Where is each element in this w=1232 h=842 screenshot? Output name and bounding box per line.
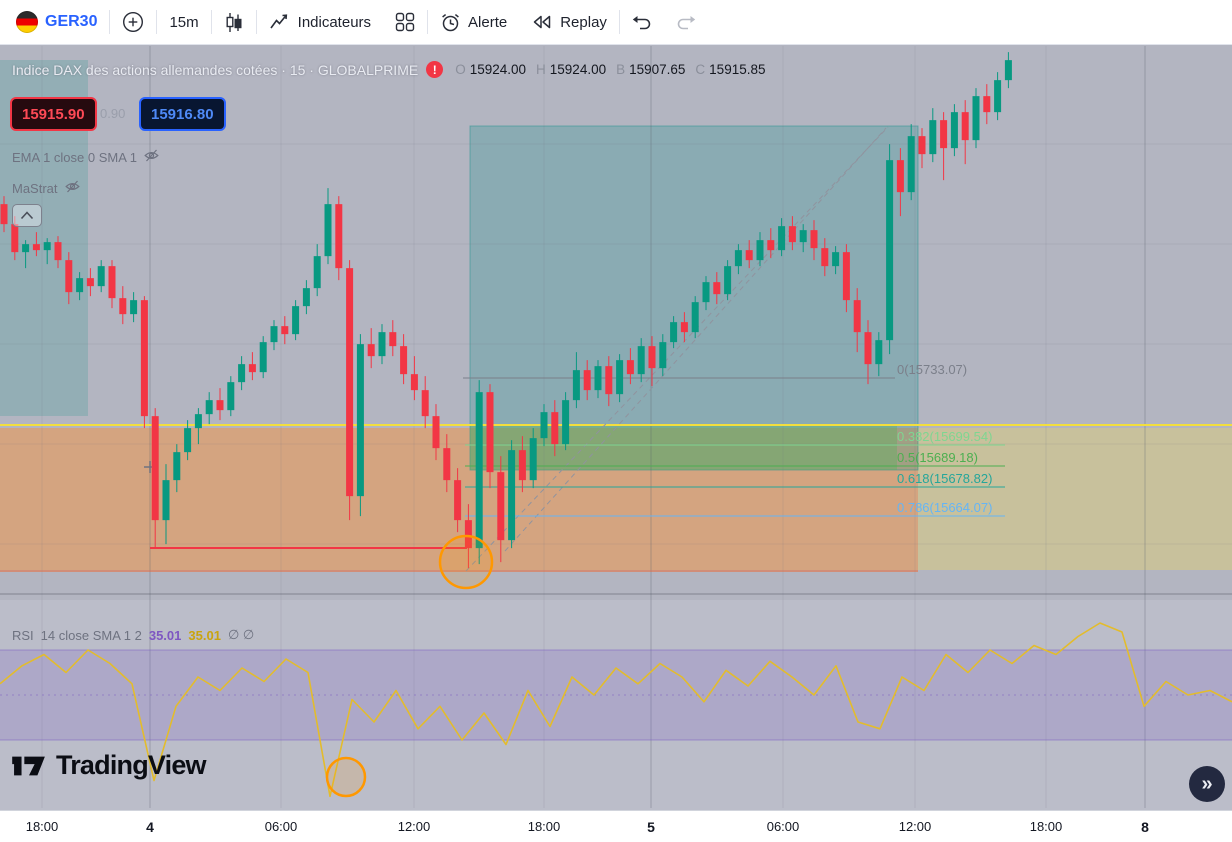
time-label: 18:00	[25, 819, 59, 834]
indicators-button[interactable]: Indicateurs	[257, 0, 383, 44]
price-and-rsi-chart[interactable]: 0(15733.07) 0.382(15699.54) 0.5(15689.18) 0…	[0, 45, 1232, 810]
partial-change-value: 0.90	[100, 106, 126, 121]
indicators-label: Indicateurs	[297, 13, 372, 31]
replay-button[interactable]: Replay	[519, 0, 619, 44]
time-label: 06:00	[264, 819, 298, 834]
undo-arrow-icon	[632, 13, 652, 31]
high-value: 15924.00	[549, 62, 607, 77]
scroll-right-button[interactable]: »	[1189, 766, 1225, 802]
rsi-params: 14 close SMA 1 2	[40, 627, 142, 643]
grid-icon	[395, 12, 415, 32]
fib-label: 0.618(15678.82)	[897, 471, 992, 486]
low-label: B	[616, 62, 626, 77]
rsi-title: RSI	[12, 627, 34, 643]
collapse-legend-button[interactable]	[12, 204, 42, 227]
candlesticks	[0, 52, 1012, 569]
candlestick-style-icon	[224, 12, 244, 33]
time-label: 12:00	[397, 819, 431, 834]
time-label: 18:00	[527, 819, 561, 834]
rsi-empty-values: ∅ ∅	[227, 627, 255, 642]
highlight-circle[interactable]	[325, 756, 367, 798]
compare-add-button[interactable]	[110, 0, 156, 44]
buy-price-button[interactable]: 15916.80	[139, 97, 226, 131]
ema-indicator-row[interactable]: EMA 1 close 0 SMA 1	[12, 149, 159, 165]
toolbar-separator	[618, 10, 620, 34]
high-label: H	[536, 62, 546, 77]
tradingview-watermark[interactable]: TradingView	[10, 750, 207, 781]
fib-label: 0.786(15664.07)	[897, 500, 992, 515]
time-label: 12:00	[898, 819, 932, 834]
chart-area[interactable]: 0(15733.07) 0.382(15699.54) 0.5(15689.18) 0…	[0, 45, 1232, 810]
time-label: 5	[647, 819, 655, 835]
sell-price-button[interactable]: 15915.90	[10, 97, 97, 131]
fib-label: 0(15733.07)	[897, 362, 967, 377]
toolbar-separator	[255, 10, 257, 34]
time-label: 18:00	[1029, 819, 1063, 834]
zone-teal-box[interactable]	[469, 125, 919, 471]
time-label: 06:00	[766, 819, 800, 834]
alert-badge-icon: !	[426, 61, 444, 78]
rsi-pane-bg	[0, 600, 1232, 810]
time-label: 8	[1141, 819, 1149, 835]
line-trend-dashed-1[interactable]	[465, 126, 889, 572]
replay-label: Replay	[560, 13, 607, 31]
ema-indicator-label: EMA 1 close 0 SMA 1	[12, 149, 138, 165]
toolbar-separator	[427, 10, 429, 34]
rsi-legend-row[interactable]: RSI 14 close SMA 1 2 35.01 35.01 ∅ ∅	[12, 627, 254, 643]
chevron-up-icon	[20, 211, 34, 220]
chart-style-button[interactable]	[212, 0, 256, 44]
zone-yellow-band[interactable]	[0, 428, 1232, 570]
eye-off-icon[interactable]	[64, 180, 80, 196]
chart-legend[interactable]: Indice DAX des actions allemandes cotées…	[12, 61, 771, 78]
fib-label: 0.5(15689.18)	[897, 450, 978, 465]
toolbar-separator	[109, 10, 111, 34]
line-trend-dashed-2[interactable]	[504, 127, 887, 552]
alarm-clock-icon	[440, 12, 461, 33]
rsi-value-yellow: 35.01	[188, 627, 221, 643]
redo-button[interactable]	[664, 0, 708, 44]
open-label: O	[455, 62, 466, 77]
eye-off-icon[interactable]	[144, 149, 159, 165]
time-label: 4	[146, 819, 154, 835]
highlight-circle[interactable]	[438, 534, 494, 590]
strategy-indicator-row[interactable]: MaStrat	[12, 180, 80, 196]
toolbar-separator	[156, 10, 158, 34]
strategy-indicator-label: MaStrat	[12, 180, 58, 196]
time-axis[interactable]: 18:00 4 06:00 12:00 18:00 5 06:00 12:00 18:00 8	[0, 810, 1232, 842]
toolbar-separator	[210, 10, 212, 34]
alert-button[interactable]: Alerte	[428, 0, 519, 44]
rsi-value-purple: 35.01	[148, 627, 182, 643]
close-value: 15915.85	[709, 62, 766, 77]
tradingview-logo-icon	[12, 756, 45, 775]
interval-selector[interactable]: 15m	[157, 0, 210, 44]
germany-flag-icon	[16, 11, 38, 33]
rsi-line	[0, 622, 1232, 798]
chart-title: Indice DAX des actions allemandes cotées…	[12, 61, 419, 78]
fib-label: 0.382(15699.54)	[897, 429, 992, 444]
alert-label: Alerte	[468, 13, 508, 31]
top-toolbar: GER30 15m Indicateurs Alerte	[0, 0, 1232, 45]
open-value: 15924.00	[469, 62, 527, 77]
redo-arrow-icon	[676, 13, 696, 31]
replay-rewind-icon	[531, 13, 553, 31]
symbol-name: GER30	[45, 13, 98, 30]
tradingview-logo-text: TradingView	[56, 750, 207, 780]
low-value: 15907.65	[629, 62, 686, 77]
plus-circle-icon	[122, 11, 144, 33]
layout-grid-button[interactable]	[383, 0, 427, 44]
ohlc-readout: O 15924.00 H 15924.00 B 15907.65 C 15915…	[455, 62, 771, 77]
double-chevron-right-icon: »	[1201, 772, 1213, 795]
undo-button[interactable]	[620, 0, 664, 44]
interval-label: 15m	[169, 13, 199, 31]
symbol-selector[interactable]: GER30	[4, 0, 109, 44]
close-label: C	[695, 62, 706, 77]
indicators-icon	[269, 12, 291, 32]
